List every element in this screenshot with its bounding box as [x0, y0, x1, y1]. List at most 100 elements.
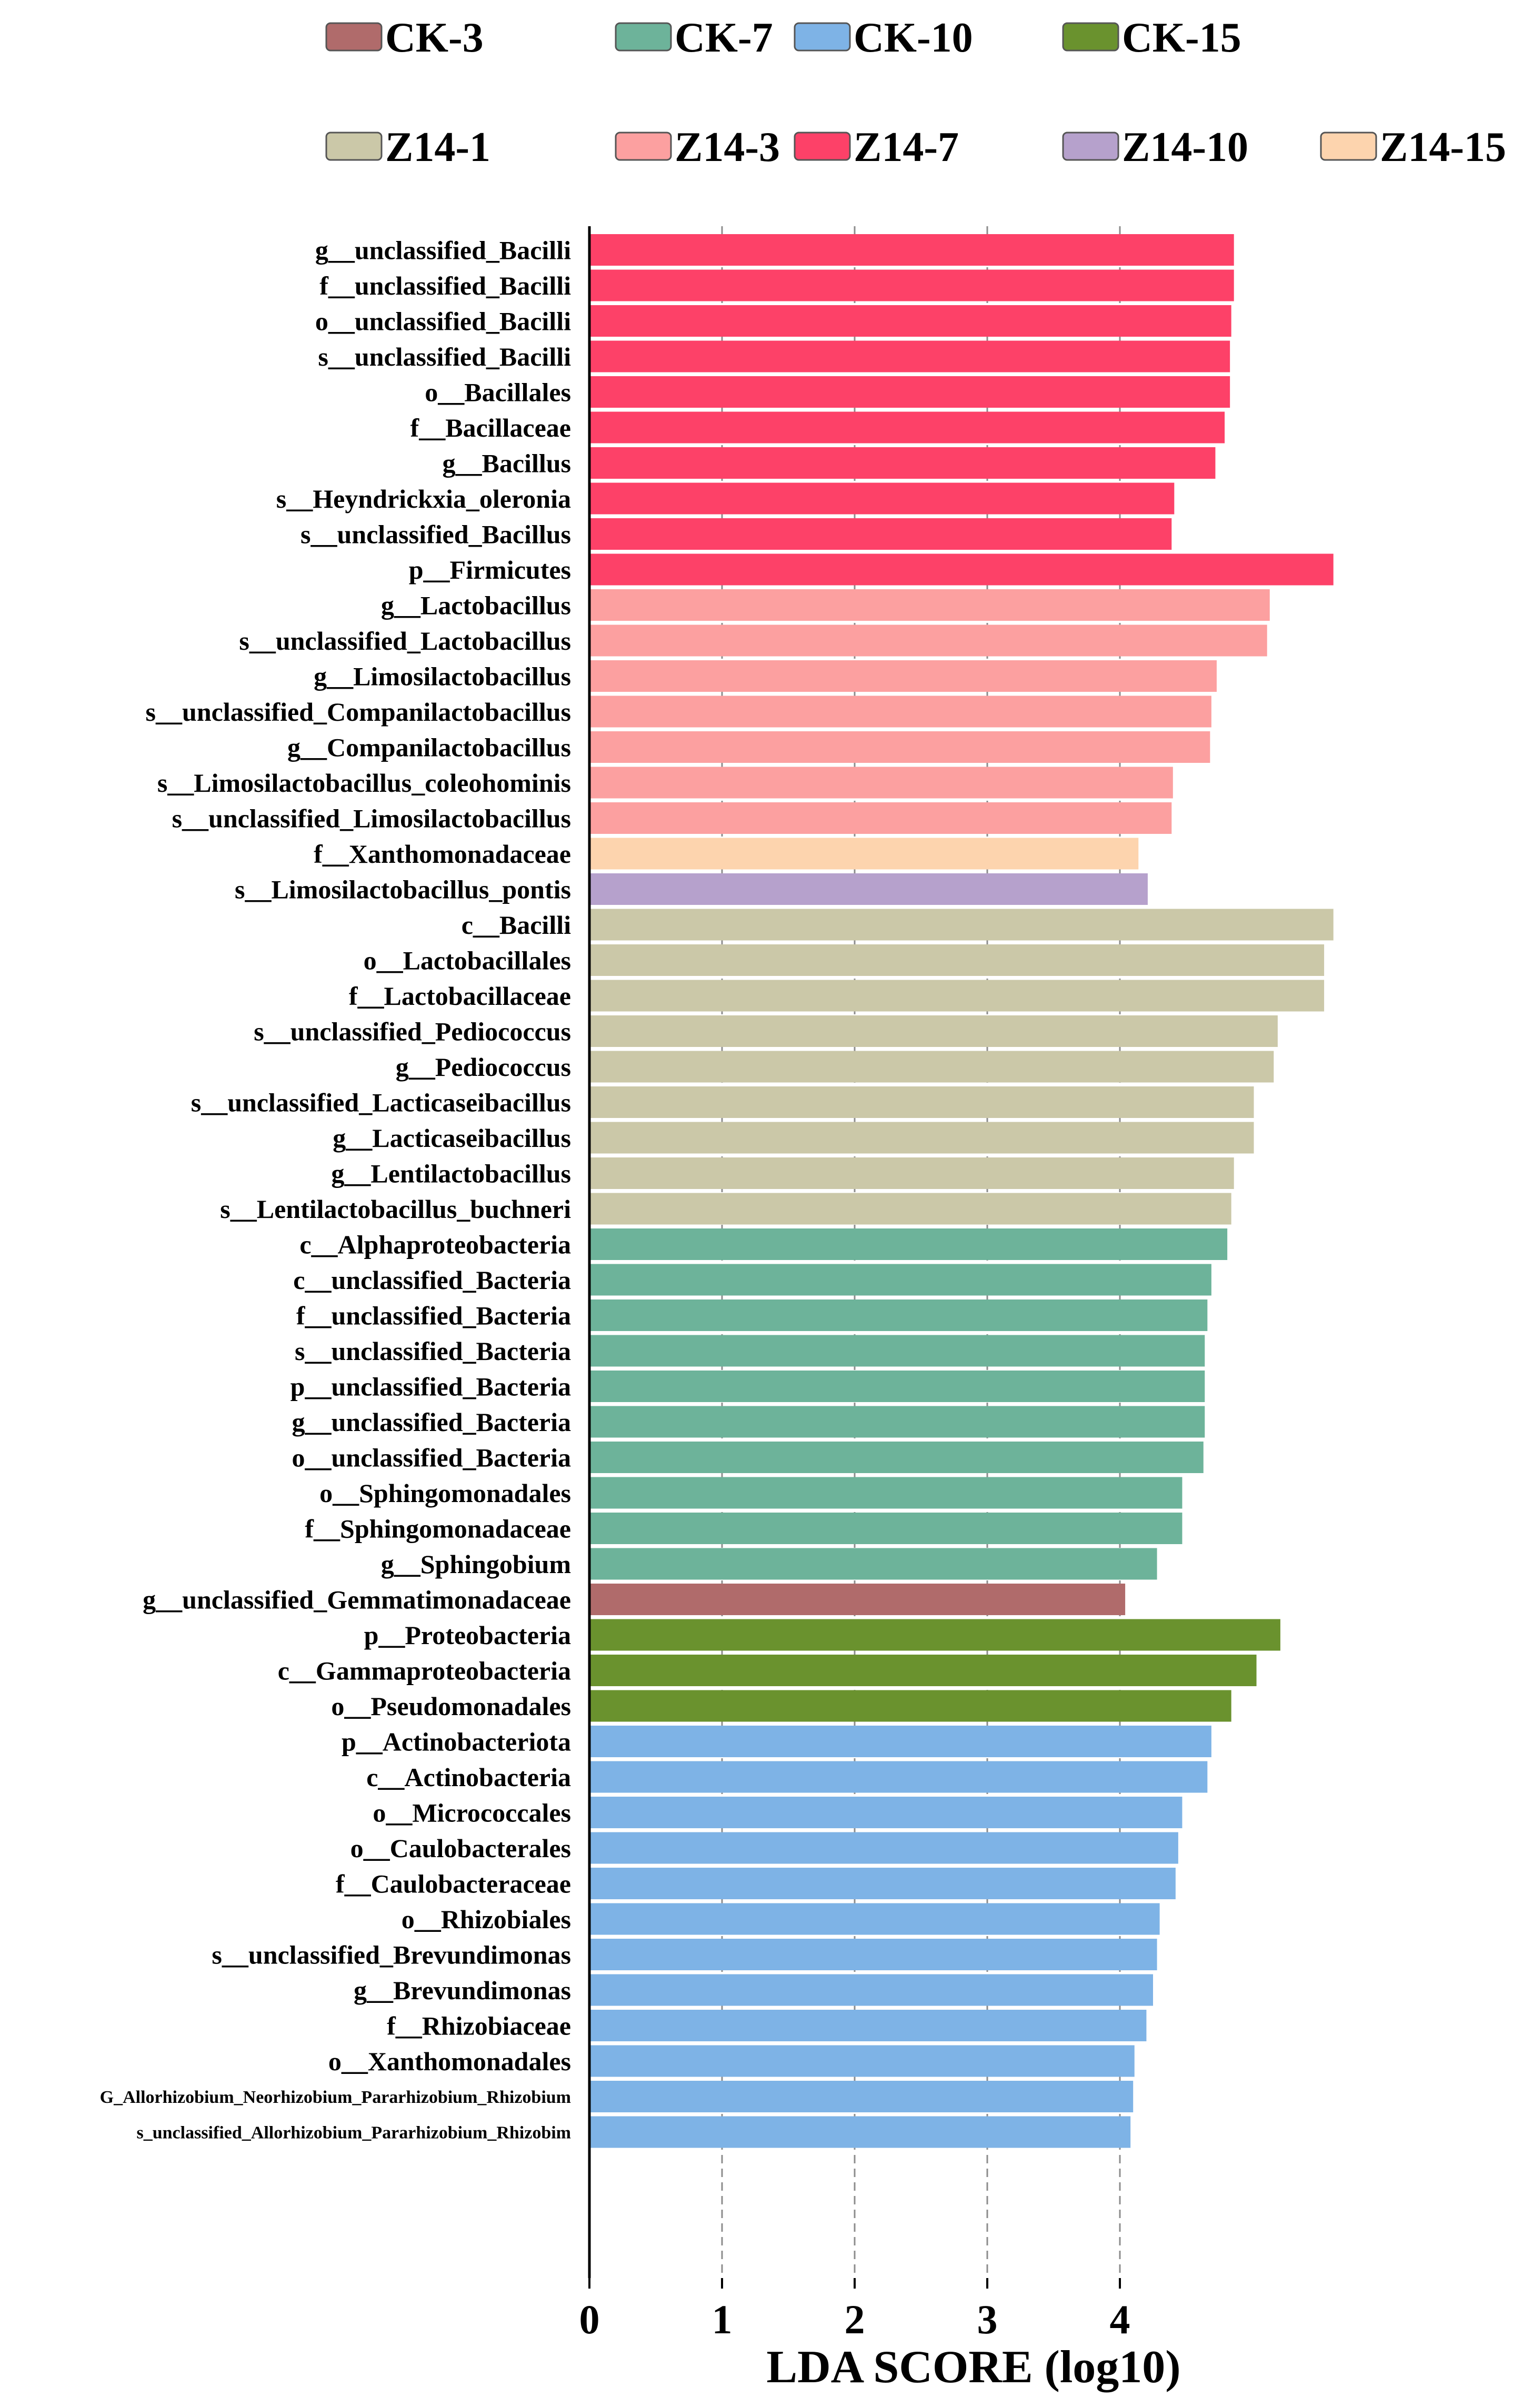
category-label: g__Lacticaseibacillus	[333, 1123, 571, 1153]
category-label: s__unclassified_Limosilactobacillus	[172, 804, 571, 833]
category-label: g__Lentilactobacillus	[331, 1159, 571, 1188]
bar-s-unclassified-brevundimonas	[589, 1939, 1157, 1970]
category-label: o__Lactobacillales	[364, 946, 571, 975]
legend-swatch-z14-3	[615, 132, 672, 161]
category-label: o__Xanthomonadales	[328, 2047, 571, 2076]
bar-g-pediococcus	[589, 1051, 1274, 1083]
bar-g-unclassified-bacteria	[589, 1406, 1205, 1438]
bar-g-brevundimonas	[589, 1974, 1153, 2006]
category-label: s__unclassified_Brevundimonas	[212, 1940, 571, 1970]
bar-o-unclassified-bacteria	[589, 1442, 1204, 1473]
bar-g-allorhizobium-neorhizobium-pararhizobium-rhizobium	[589, 2081, 1134, 2112]
legend-label-z14-7: Z14-7	[854, 124, 959, 170]
legend-label-z14-1: Z14-1	[385, 124, 490, 170]
legend-swatch-z14-1	[325, 132, 383, 161]
category-label: f__Xanthomonadaceae	[314, 839, 571, 869]
x-tick-label-3: 3	[977, 2296, 998, 2342]
bar-f-caulobacteraceae	[589, 1868, 1176, 1899]
category-label: g__unclassified_Bacilli	[315, 236, 571, 265]
category-label: p__Firmicutes	[409, 555, 571, 585]
x-axis-title: LDA SCORE (log10)	[766, 2342, 1180, 2393]
legend-swatch-ck-15	[1062, 22, 1119, 52]
bar-s-limosilactobacillus-pontis	[589, 873, 1148, 905]
bar-o-bacillales	[589, 376, 1230, 408]
category-label: p__unclassified_Bacteria	[290, 1372, 571, 1402]
bar-c-bacilli	[589, 909, 1334, 941]
bar-f-bacillaceae	[589, 411, 1225, 444]
bar-p-unclassified-bacteria	[589, 1371, 1205, 1402]
category-label: o__unclassified_Bacilli	[315, 307, 571, 336]
category-label: f__unclassified_Bacilli	[319, 271, 571, 300]
category-label: o__Micrococcales	[373, 1798, 571, 1828]
bar-g-bacillus	[589, 447, 1216, 479]
bar-f-unclassified-bacteria	[589, 1299, 1208, 1331]
category-label: s__Limosilactobacillus_pontis	[235, 875, 571, 904]
legend-swatch-z14-10	[1062, 132, 1119, 161]
category-labels: g__unclassified_Bacilli f__unclassified_B…	[100, 236, 571, 2143]
bar-s-unclassified-lacticaseibacillus	[589, 1086, 1254, 1118]
legend-label-ck-15: CK-15	[1122, 15, 1241, 61]
bar-s-limosilactobacillus-coleohominis	[589, 767, 1173, 799]
legend-swatch-ck-3	[325, 22, 383, 52]
legend-swatch-z14-15	[1320, 132, 1377, 161]
category-label: s__unclassified_Bacillus	[300, 520, 571, 549]
category-label: g__Sphingobium	[381, 1549, 571, 1579]
category-label: f__Bacillaceae	[410, 413, 571, 442]
legend-label-z14-10: Z14-10	[1122, 124, 1248, 170]
category-label: s__Heyndrickxia_oleronia	[276, 484, 571, 513]
legend-label-ck-7: CK-7	[675, 15, 773, 61]
category-label: s__Limosilactobacillus_coleohominis	[157, 768, 571, 798]
category-label: s__unclassified_Lactobacillus	[239, 626, 571, 656]
legend-swatch-ck-7	[615, 22, 672, 52]
category-label: g__Bacillus	[443, 449, 571, 478]
category-label: c__Alphaproteobacteria	[299, 1230, 571, 1260]
category-label: s__unclassified_Bacteria	[295, 1336, 571, 1366]
category-label: c__Actinobacteria	[366, 1762, 571, 1792]
category-label: g__Companilactobacillus	[287, 733, 571, 762]
bar-c-unclassified-bacteria	[589, 1264, 1211, 1296]
bar-s-lentilactobacillus-buchneri	[589, 1193, 1231, 1225]
bar-f-unclassified-bacilli	[589, 269, 1234, 301]
legend-label-z14-3: Z14-3	[675, 124, 780, 170]
bar-s-unclassified-bacteria	[589, 1335, 1205, 1367]
legend-swatch-ck-10	[794, 22, 851, 52]
bar-g-limosilactobacillus	[589, 660, 1217, 692]
bar-p-proteobacteria	[589, 1619, 1280, 1651]
bar-s-heyndrickxia-oleronia	[589, 482, 1175, 515]
bar-o-rhizobiales	[589, 1903, 1160, 1935]
bar-o-caulobacterales	[589, 1832, 1178, 1864]
bars	[589, 234, 1334, 2148]
category-label: g__Brevundimonas	[354, 1976, 571, 2005]
legend-swatch-z14-7	[794, 132, 851, 161]
category-label: o__Caulobacterales	[350, 1833, 571, 1863]
category-label: g__Pediococcus	[396, 1052, 571, 1082]
legend-label-ck-10: CK-10	[854, 15, 973, 61]
category-label: s__Lentilactobacillus_buchneri	[220, 1194, 571, 1224]
bar-g-lacticaseibacillus	[589, 1122, 1254, 1154]
legend-label-ck-3: CK-3	[385, 15, 484, 61]
category-label: o__Rhizobiales	[402, 1905, 571, 1934]
category-label: f__Caulobacteraceae	[336, 1869, 571, 1899]
category-label: c__Gammaproteobacteria	[278, 1656, 571, 1686]
category-label: g__unclassified_Bacteria	[292, 1407, 571, 1437]
category-label: g__Lactobacillus	[381, 591, 571, 620]
category-label: s__unclassified_Lacticaseibacillus	[191, 1088, 571, 1117]
bar-s-unclassified-lactobacillus	[589, 624, 1267, 657]
bar-o-lactobacillales	[589, 944, 1325, 976]
bar-s-unclassified-pediococcus	[589, 1015, 1278, 1047]
x-tick-label-2: 2	[845, 2296, 865, 2342]
bar-s-unclassified-allorhizobium-pararhizobium-rhizobim	[589, 2116, 1131, 2148]
legend-label-z14-15: Z14-15	[1380, 124, 1506, 170]
x-tick-label-4: 4	[1110, 2296, 1130, 2342]
x-axis: 0 1 2 3 4	[579, 226, 1130, 2342]
bar-s-unclassified-limosilactobacillus	[589, 802, 1172, 834]
category-label: o__Pseudomonadales	[331, 1691, 571, 1721]
category-label: c__unclassified_Bacteria	[293, 1265, 571, 1295]
bar-f-rhizobiaceae	[589, 2010, 1147, 2041]
bar-g-sphingobium	[589, 1548, 1157, 1580]
bar-c-gammaproteobacteria	[589, 1655, 1257, 1686]
category-label: g__Limosilactobacillus	[314, 662, 571, 691]
bar-o-sphingomonadales	[589, 1477, 1183, 1509]
bar-f-lactobacillaceae	[589, 980, 1325, 1012]
